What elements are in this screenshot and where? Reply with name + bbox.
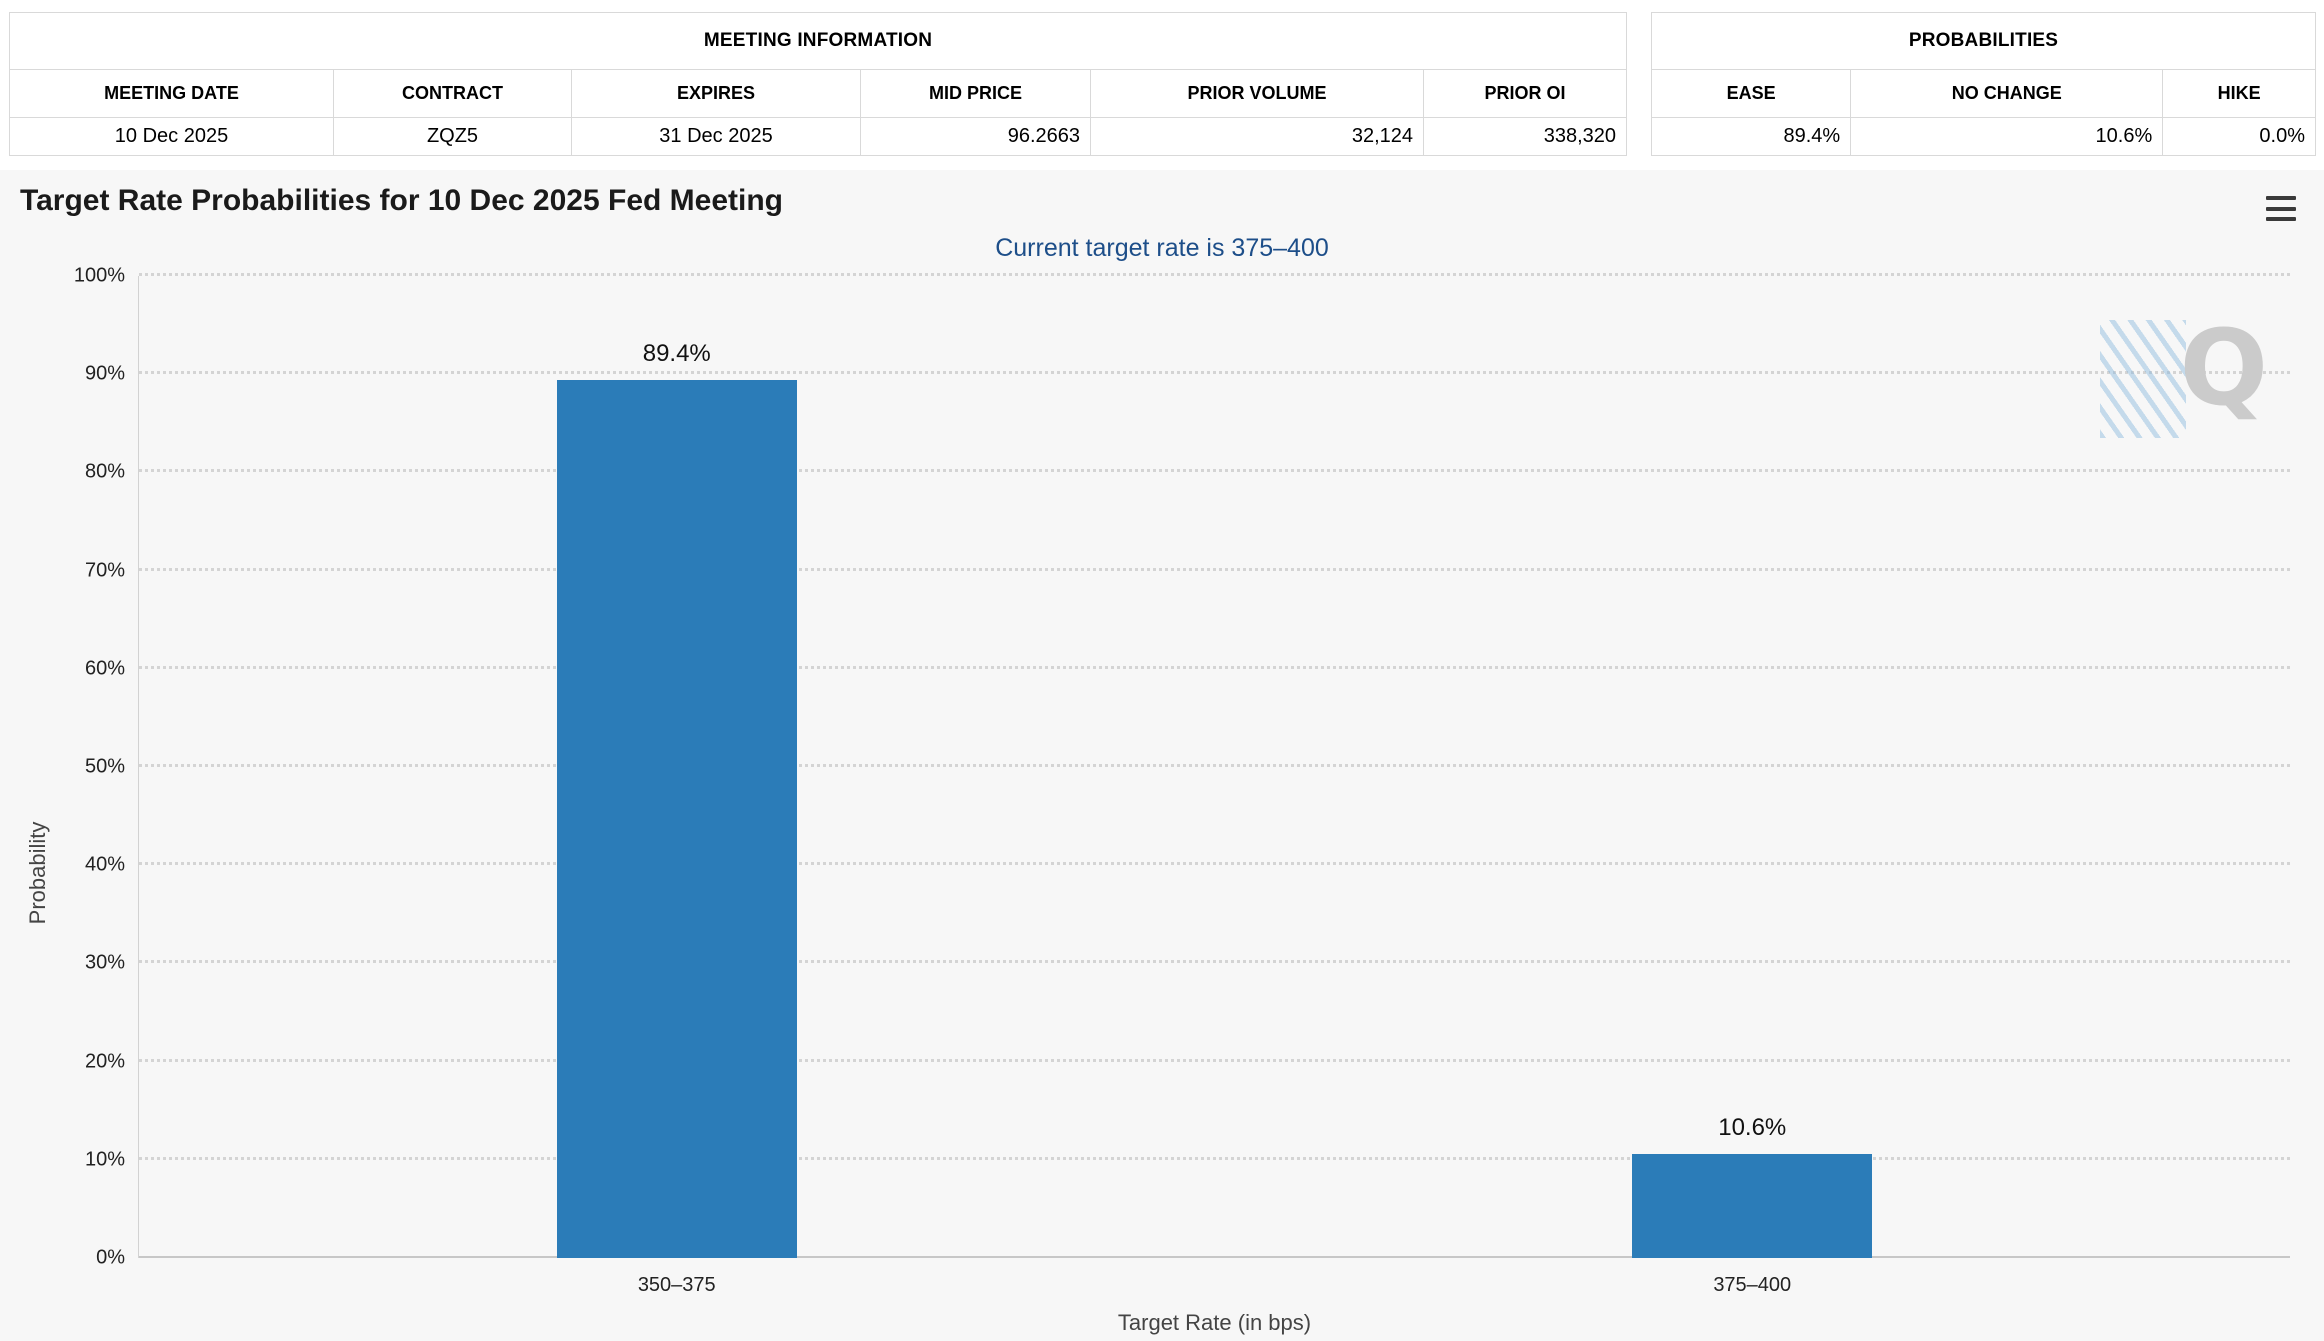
y-axis-tick-label: 50%	[84, 755, 125, 778]
y-gridline	[139, 764, 2290, 767]
meeting-information-header-row: MEETING DATE CONTRACT EXPIRES MID PRICE …	[9, 69, 1628, 118]
col-mid-price: MID PRICE	[860, 69, 1091, 118]
y-gridline	[139, 273, 2290, 276]
col-ease: EASE	[1651, 69, 1852, 118]
probabilities-value-row: 89.4% 10.6% 0.0%	[1651, 117, 2316, 156]
y-gridline	[139, 862, 2290, 866]
y-gridline	[139, 1156, 2290, 1160]
chart-subtitle: Current target rate is 375–400	[995, 234, 1329, 262]
hamburger-bar	[2266, 206, 2296, 211]
meeting-information-table: MEETING INFORMATION MEETING DATE CONTRAC…	[8, 12, 1628, 156]
bar-375–400[interactable]	[1632, 1153, 1873, 1258]
hamburger-menu-icon[interactable]	[2266, 196, 2296, 221]
bar-data-label: 89.4%	[642, 340, 711, 368]
col-prior-oi: PRIOR OI	[1422, 69, 1628, 118]
hike-value: 0.0%	[2162, 117, 2316, 156]
prior-volume-value: 32,124	[1090, 117, 1424, 156]
meeting-date-value: 10 Dec 2025	[9, 117, 334, 156]
y-axis-tick-label: 0%	[96, 1246, 125, 1269]
mid-price-value: 96.2663	[860, 117, 1091, 156]
y-axis-tick-label: 20%	[84, 1050, 125, 1073]
y-axis-tick-label: 60%	[84, 657, 125, 680]
target-rate-chart: Target Rate Probabilities for 10 Dec 202…	[0, 170, 2324, 1341]
col-hike: HIKE	[2162, 69, 2316, 118]
quikstrike-q-icon: Q	[2179, 307, 2268, 429]
probabilities-header-row: EASE NO CHANGE HIKE	[1651, 69, 2316, 118]
no-change-value: 10.6%	[1850, 117, 2164, 156]
col-no-change: NO CHANGE	[1850, 69, 2164, 118]
expires-value: 31 Dec 2025	[571, 117, 861, 156]
x-axis-tick-label: 350–375	[637, 1274, 716, 1296]
x-axis-title: Target Rate (in bps)	[1117, 1310, 1312, 1335]
meeting-information-title: MEETING INFORMATION	[8, 12, 1628, 70]
y-gridline	[139, 1058, 2290, 1062]
col-prior-volume: PRIOR VOLUME	[1090, 69, 1424, 118]
y-axis-tick-label: 100%	[73, 264, 125, 287]
probabilities-title: PROBABILITIES	[1651, 12, 2316, 70]
probabilities-title-row: PROBABILITIES	[1651, 12, 2316, 70]
y-axis-tick-label: 30%	[84, 951, 125, 974]
y-axis-tick-label: 90%	[84, 362, 125, 385]
quikstrike-watermark: Q	[2082, 312, 2272, 452]
y-axis-tick-label: 40%	[84, 853, 125, 876]
col-contract: CONTRACT	[333, 69, 572, 118]
chart-title: Target Rate Probabilities for 10 Dec 202…	[20, 184, 784, 217]
col-meeting-date: MEETING DATE	[9, 69, 334, 118]
y-axis-tick-label: 10%	[84, 1148, 125, 1171]
y-gridline	[139, 960, 2290, 964]
top-tables-row: MEETING INFORMATION MEETING DATE CONTRAC…	[8, 12, 2316, 156]
y-gridline	[139, 371, 2290, 375]
probabilities-table: PROBABILITIES EASE NO CHANGE HIKE 89.4% …	[1651, 12, 2316, 156]
meeting-information-title-row: MEETING INFORMATION	[8, 12, 1628, 70]
ease-value: 89.4%	[1651, 117, 1852, 156]
bar-data-label: 10.6%	[1718, 1113, 1787, 1141]
y-gridline	[139, 665, 2290, 669]
y-axis-tick-label: 70%	[84, 559, 125, 582]
x-axis-tick-label: 375–400	[1713, 1274, 1792, 1296]
y-axis-tick-label: 80%	[84, 460, 125, 483]
col-expires: EXPIRES	[571, 69, 861, 118]
quikstrike-lines-icon	[2100, 320, 2186, 438]
hamburger-bar	[2266, 217, 2296, 221]
x-axis-line	[139, 1256, 2290, 1258]
y-axis-title: Probability	[25, 821, 50, 925]
prior-oi-value: 338,320	[1422, 117, 1628, 156]
y-gridline	[139, 567, 2290, 571]
hamburger-bar	[2266, 196, 2296, 200]
contract-value: ZQZ5	[333, 117, 572, 156]
meeting-information-value-row: 10 Dec 2025 ZQZ5 31 Dec 2025 96.2663 32,…	[9, 117, 1628, 156]
plot-area: Q Target Rate (in bps) 0% 10% 20% 30% 40% 50%…	[74, 265, 2290, 1335]
y-gridline	[139, 469, 2290, 473]
bar-350–375[interactable]	[556, 380, 797, 1258]
